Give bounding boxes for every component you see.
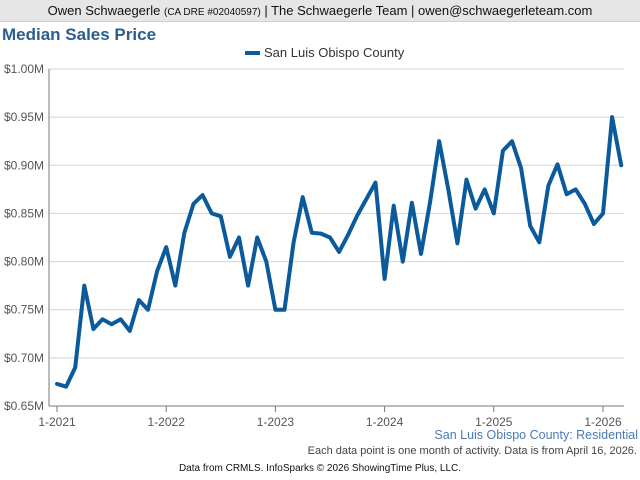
header-banner: Owen Schwaegerle (CA DRE #02040597) | Th… — [0, 0, 640, 22]
y-tick-label: $0.95M — [4, 110, 44, 124]
footer-credit: Data from CRMLS. InfoSparks © 2026 Showi… — [178, 463, 462, 474]
y-tick-label: $0.70M — [4, 351, 44, 365]
x-tick-label: 1-2026 — [584, 415, 622, 429]
y-tick-label: $0.85M — [4, 206, 44, 220]
x-tick-label: 1-2025 — [475, 415, 513, 429]
x-tick-label: 1-2022 — [148, 415, 186, 429]
legend-label: San Luis Obispo County — [264, 45, 405, 60]
y-tick-label: $0.80M — [4, 255, 44, 269]
series-group — [55, 115, 624, 389]
team-contact: | The Schwaegerle Team | owen@schwaegerl… — [264, 3, 593, 18]
agent-license: (CA DRE #02040597) — [163, 7, 261, 18]
x-tick-label: 1-2021 — [38, 415, 76, 429]
series-caption: San Luis Obispo County: Residential — [434, 428, 638, 442]
x-tick-label: 1-2023 — [257, 415, 295, 429]
y-tick-label: $0.65M — [4, 399, 44, 413]
chart-title: Median Sales Price — [2, 25, 157, 44]
y-tick-label: $0.75M — [4, 303, 44, 317]
y-tick-label: $1.00M — [4, 62, 44, 76]
legend[interactable]: San Luis Obispo County — [245, 45, 405, 60]
x-axis: 1-2021 1-2022 1-2023 1-2024 1-2025 1-2026 — [38, 406, 622, 429]
agent-name: Owen Schwaegerle — [47, 3, 161, 18]
data-note: Each data point is one month of activity… — [307, 445, 637, 457]
x-tick-label: 1-2024 — [366, 415, 404, 429]
y-tick-label: $0.90M — [4, 158, 44, 172]
series-line — [55, 115, 624, 389]
y-axis: $0.65M $0.70M $0.75M $0.80M $0.85M $0.90M $0.9… — [4, 62, 44, 413]
